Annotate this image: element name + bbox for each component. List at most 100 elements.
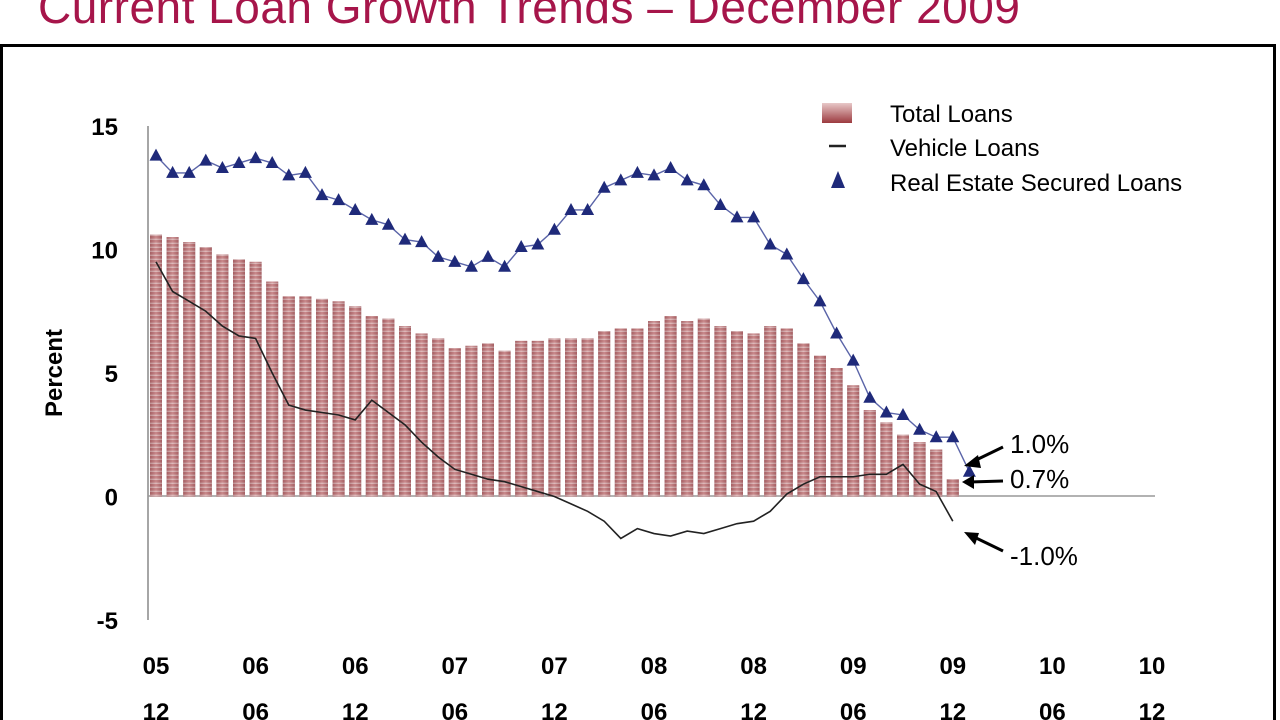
- total-loans-bar-texture: [913, 442, 926, 497]
- total-loans-bar-texture: [233, 259, 245, 497]
- total-loans-bar-texture: [565, 338, 577, 497]
- total-loans-bar-texture: [282, 296, 295, 497]
- re-loans-marker: [796, 272, 810, 285]
- re-loans-marker: [564, 202, 578, 215]
- total-loans-bar-texture: [432, 338, 445, 497]
- re-loans-marker: [282, 168, 296, 181]
- total-loans-bar-texture: [681, 321, 694, 497]
- re-loans-marker: [929, 430, 943, 443]
- re-loans-marker: [697, 178, 711, 191]
- x-tick-label-year: 07: [441, 653, 468, 680]
- x-tick-label-year: 06: [342, 653, 369, 680]
- x-tick-label-month: 12: [939, 699, 966, 720]
- re-loans-marker: [232, 156, 246, 169]
- re-loans-marker: [498, 259, 512, 272]
- x-tick-label-year: 10: [1139, 653, 1166, 680]
- annotation-arrow-3: [971, 534, 1004, 553]
- total-loans-bar-texture: [847, 385, 860, 497]
- re-loans-marker: [946, 430, 960, 443]
- total-loans-bar-texture: [863, 410, 876, 497]
- total-loans-bar-texture: [249, 261, 262, 497]
- total-loans-bar-texture: [830, 368, 843, 497]
- x-tick-label-year: 07: [541, 653, 568, 680]
- re-loans-marker: [249, 151, 263, 164]
- re-loans-marker: [166, 165, 180, 178]
- annotation-label-3: -1.0%: [1010, 541, 1078, 571]
- re-loans-marker: [780, 247, 794, 260]
- total-loans-bar-texture: [780, 328, 793, 497]
- legend: Total Loans Vehicle Loans Real Estate Se…: [822, 101, 1182, 197]
- x-tick-label-year: 10: [1039, 653, 1066, 680]
- re-loans-marker: [315, 188, 329, 201]
- total-loans-bar-texture: [482, 343, 494, 497]
- re-loans-marker: [431, 249, 445, 262]
- re-loans-marker: [265, 156, 279, 169]
- x-tick-label-month: 12: [740, 699, 767, 720]
- x-tick-label-year: 08: [740, 653, 767, 680]
- total-loans-bar-texture: [465, 345, 478, 497]
- total-loans-bar-texture: [382, 318, 395, 497]
- re-loans-marker: [913, 422, 927, 435]
- total-loans-bar-texture: [448, 348, 461, 497]
- total-loans-bar-texture: [731, 331, 743, 497]
- total-loans-bar-texture: [814, 355, 826, 497]
- x-tick-label-year: 06: [242, 653, 269, 680]
- total-loans-bar-texture: [880, 422, 893, 497]
- total-loans-bar-texture: [797, 343, 810, 497]
- annotation-arrow-2: [969, 479, 1004, 484]
- total-loans-bar-texture: [648, 321, 660, 497]
- annotation-arrowhead-3: [964, 532, 979, 545]
- x-tick-label-month: 06: [641, 699, 668, 720]
- re-loans-marker: [464, 259, 478, 272]
- re-loans-marker: [348, 202, 362, 215]
- re-loans-marker: [813, 294, 827, 307]
- re-loans-marker: [830, 326, 844, 339]
- re-loans-marker: [896, 407, 910, 420]
- re-loans-marker: [398, 232, 412, 245]
- re-loans-marker: [614, 173, 628, 186]
- re-loans-marker: [747, 210, 761, 223]
- total-loans-bar-texture: [216, 254, 229, 497]
- legend-label-real-estate-secured-loans: Real Estate Secured Loans: [890, 170, 1182, 197]
- y-tick-label: 0: [105, 485, 118, 512]
- re-loans-marker: [481, 249, 495, 262]
- legend-swatch-real-estate-icon: [831, 171, 845, 188]
- annotation-arrowhead-2: [962, 475, 974, 489]
- total-loans-bar-texture: [631, 328, 644, 497]
- total-loans-bar-texture: [581, 338, 594, 497]
- re-loans-marker: [415, 235, 429, 248]
- re-loans-marker: [182, 165, 196, 178]
- x-tick-label-month: 12: [541, 699, 568, 720]
- x-tick-label-year: 09: [939, 653, 966, 680]
- x-tick-label-year: 09: [840, 653, 867, 680]
- total-loans-bar-texture: [614, 328, 627, 497]
- re-loans-marker: [381, 217, 395, 230]
- re-loans-marker: [581, 202, 595, 215]
- total-loans-bar-texture: [946, 479, 959, 497]
- re-loans-marker: [365, 212, 379, 225]
- legend-swatch-total-loans: [822, 103, 852, 123]
- re-loans-marker: [199, 153, 213, 166]
- total-loans-bar-texture: [299, 296, 312, 497]
- vehicle-loans-polyline: [155, 261, 954, 540]
- x-tick-label-month: 12: [1139, 699, 1166, 720]
- total-loans-bar-texture: [166, 237, 179, 497]
- y-axis-title: Percent: [41, 329, 68, 417]
- x-tick-label-month: 06: [441, 699, 468, 720]
- x-tick-label-month: 06: [1039, 699, 1066, 720]
- x-tick-label-year: 05: [143, 653, 170, 680]
- re-loans-marker: [597, 180, 611, 193]
- y-tick-label: 15: [91, 114, 118, 141]
- total-loans-bar-texture: [266, 281, 279, 497]
- y-tick-label: 5: [105, 361, 118, 388]
- total-loans-bar-texture: [664, 316, 677, 497]
- re-loans-marker: [630, 165, 644, 178]
- re-loans-marker: [215, 160, 229, 173]
- annotations: 1.0% 0.7% -1.0%: [962, 429, 1078, 571]
- y-axis-ticks: 15 10 5 0 -5: [91, 114, 118, 635]
- chart-title: Current Loan Growth Trends – December 20…: [38, 0, 1021, 33]
- total-loans-bar-texture: [365, 316, 378, 497]
- re-loans-marker: [680, 173, 694, 186]
- x-tick-label-month: 12: [143, 699, 170, 720]
